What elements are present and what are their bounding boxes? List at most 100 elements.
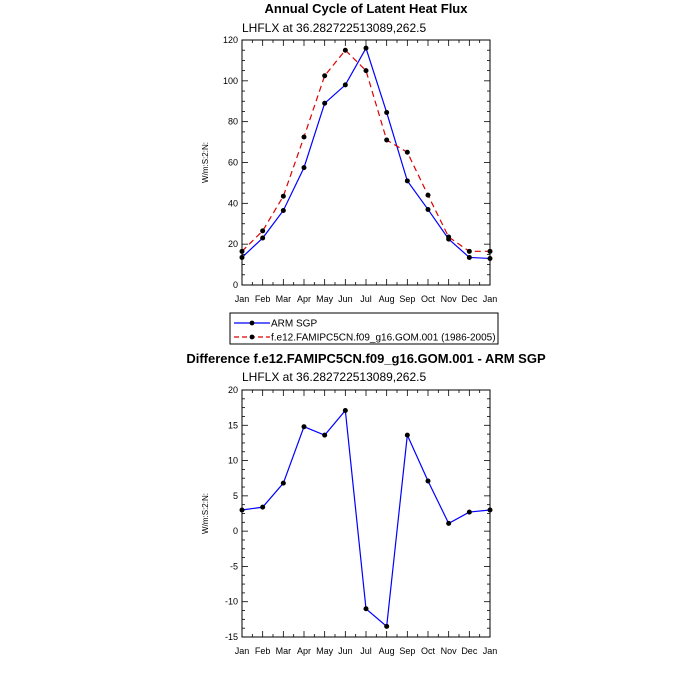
data-point <box>363 606 369 612</box>
data-point <box>404 149 410 155</box>
legend: ARM SGP f.e12.FAMIPC5CN.f09_g16.GOM.001 … <box>229 312 499 345</box>
x-tick-label: Aug <box>379 646 395 656</box>
data-point <box>280 480 286 486</box>
x-tick-label: Feb <box>255 646 271 656</box>
data-point <box>301 424 307 430</box>
x-tick-label: May <box>316 646 334 656</box>
data-point <box>363 45 369 51</box>
data-point <box>384 137 390 143</box>
x-tick-label: Jan <box>483 294 498 304</box>
x-tick-label: Nov <box>441 646 458 656</box>
x-tick-label: Jan <box>235 646 250 656</box>
x-tick-label: Oct <box>421 646 436 656</box>
x-tick-label: May <box>316 294 334 304</box>
data-point <box>239 248 245 254</box>
series-line-1 <box>241 49 490 252</box>
series-line-0 <box>241 408 491 628</box>
x-tick-label: Jun <box>338 294 353 304</box>
x-ticks: Jan Feb Mar Apr May Jun Jul Aug Sep Oct Nov Dec Jan <box>235 390 498 656</box>
y-axis-label: W/m:S:2:N: <box>201 142 210 183</box>
y-tick-label: -5 <box>230 561 238 571</box>
y-tick-label: 20 <box>228 239 238 249</box>
chart-subtitle: LHFLX at 36.282722513089,262.5 <box>242 21 426 35</box>
chart-title: Difference f.e12.FAMIPC5CN.f09_g16.GOM.0… <box>186 351 546 366</box>
data-point <box>384 623 390 629</box>
x-tick-label: Jan <box>483 646 498 656</box>
data-point <box>260 235 266 241</box>
x-tick-label: Aug <box>379 294 395 304</box>
plot-frame <box>241 39 491 286</box>
data-point <box>487 507 493 513</box>
y-tick-label: 10 <box>228 456 238 466</box>
data-point <box>260 228 266 234</box>
x-tick-label: Dec <box>461 646 478 656</box>
data-point <box>322 100 328 106</box>
data-point <box>280 193 286 199</box>
chart-annual-cycle: Annual Cycle of Latent Heat Flux LHFLX a… <box>201 1 499 345</box>
y-tick-label: 60 <box>228 158 238 168</box>
y-tick-label: 120 <box>223 35 238 45</box>
plot-frame <box>241 389 491 638</box>
series-group <box>239 45 493 261</box>
x-tick-label: Jan <box>235 294 250 304</box>
x-tick-label: Feb <box>255 294 271 304</box>
data-point <box>280 207 286 213</box>
y-tick-label: 15 <box>228 420 238 430</box>
y-tick-label: 20 <box>228 385 238 395</box>
data-point <box>260 504 266 510</box>
x-tick-label: Oct <box>421 294 436 304</box>
series-group <box>239 407 493 629</box>
data-point <box>322 432 328 438</box>
x-tick-label: Jun <box>338 646 353 656</box>
x-tick-label: Sep <box>399 646 415 656</box>
data-point <box>363 68 369 74</box>
y-tick-label: 5 <box>233 491 238 501</box>
data-point <box>487 255 493 261</box>
data-point <box>425 478 431 484</box>
x-ticks: Jan Feb Mar Apr May Jun Jul Aug Sep Oct Nov Dec Jan <box>235 40 498 304</box>
chart-difference: Difference f.e12.FAMIPC5CN.f09_g16.GOM.0… <box>186 351 546 656</box>
data-point <box>342 47 348 53</box>
legend-label-model: f.e12.FAMIPC5CN.f09_g16.GOM.001 (1986-20… <box>271 333 496 344</box>
data-point <box>487 248 493 254</box>
data-point <box>404 178 410 184</box>
x-tick-label: Nov <box>441 294 458 304</box>
y-ticks: 0 20 40 60 80 100 120 <box>223 35 490 290</box>
chart-subtitle: LHFLX at 36.282722513089,262.5 <box>242 370 426 384</box>
data-point <box>239 507 245 513</box>
data-point <box>466 254 472 260</box>
y-tick-label: 80 <box>228 117 238 127</box>
x-tick-label: Sep <box>399 294 415 304</box>
chart-title: Annual Cycle of Latent Heat Flux <box>265 1 469 16</box>
data-point <box>322 73 328 79</box>
legend-box <box>229 312 499 345</box>
data-point <box>446 520 452 526</box>
data-point <box>301 134 307 140</box>
y-tick-label: 0 <box>233 280 238 290</box>
y-ticks: -15 -10 -5 0 5 10 15 20 <box>225 385 490 642</box>
y-tick-label: 0 <box>233 526 238 536</box>
series-line-0 <box>241 46 491 260</box>
data-point <box>342 407 348 413</box>
data-point <box>466 248 472 254</box>
legend-label-arm: ARM SGP <box>271 319 317 330</box>
y-axis-label: W/m:S:2:N: <box>201 493 210 534</box>
y-tick-label: -15 <box>225 632 238 642</box>
data-point <box>425 192 431 198</box>
data-point <box>384 109 390 115</box>
data-point <box>425 206 431 212</box>
y-tick-label: -10 <box>225 597 238 607</box>
x-tick-label: Apr <box>297 646 311 656</box>
data-point <box>239 254 245 260</box>
y-tick-label: 40 <box>228 198 238 208</box>
x-tick-label: Mar <box>276 294 292 304</box>
x-tick-label: Apr <box>297 294 311 304</box>
data-point <box>446 234 452 240</box>
data-point <box>466 509 472 515</box>
data-point <box>342 82 348 88</box>
legend-marker-arm <box>249 320 255 326</box>
legend-marker-model <box>249 334 255 340</box>
y-tick-label: 100 <box>223 76 238 86</box>
x-tick-label: Dec <box>461 294 478 304</box>
